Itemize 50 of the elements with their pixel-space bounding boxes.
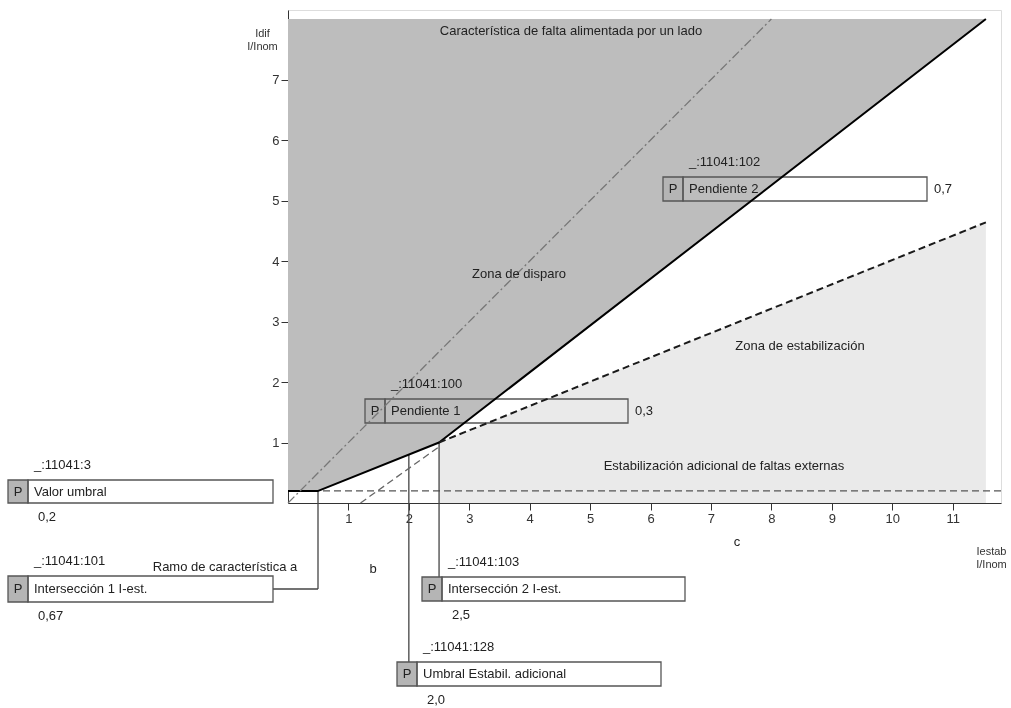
y-tick-label: 6 [272,132,280,148]
text: _:11041:3 [33,457,91,472]
annotation: Pendiente 2 [689,181,759,196]
text: P [427,581,437,596]
x-tick-label: 8 [768,510,776,526]
annotation: P [370,403,380,418]
text: 0,67 [38,608,64,623]
text: b [369,561,377,576]
text: P [13,483,23,499]
x-tick-label: 9 [828,510,836,526]
annotation: Intersección 2 I-est. [448,581,562,596]
text: c [733,534,741,549]
x-tick-label: 7 [707,510,716,526]
x-tick-label: 10 [885,510,900,526]
text: _:11041:101 [33,553,106,568]
x-tick-label: 1 [345,510,353,526]
x-tick-label: 3 [466,510,474,526]
y-tick-label: 5 [272,193,280,209]
annotation: _:11041:100 [390,376,463,391]
text: P [13,581,23,596]
y-tick-label: 7 [272,72,280,88]
annotation: 0,3 [635,403,654,418]
annotation: Umbral Estabil. adicional [423,666,567,681]
annotation: Zona de estabilización [735,338,865,353]
x-axis-title: Iestab I/Inom [976,544,1007,570]
annotation: Pendiente 1 [391,403,461,418]
y-tick-label: 4 [272,253,280,269]
text: 0,2 [38,509,57,524]
text: Intersección 1 I-est. [34,581,148,596]
annotation: P [668,181,678,196]
text: P [402,666,412,681]
y-axis-title: Idif I/Inom [247,26,278,52]
x-tick-label: 6 [647,510,655,526]
y-tick-label: 1 [272,435,280,451]
annotation: Zona de disparo [472,266,566,281]
annotation: Estabilización adicional de faltas externas [603,458,845,473]
x-tick-label: 4 [526,510,534,526]
y-tick-label: 2 [272,374,280,390]
text: _:11041:103 [447,554,520,569]
annotation: _:11041:102 [688,154,761,169]
text: 2,5 [452,607,471,622]
text: Ramo de característica a [152,559,299,574]
x-tick-label: 5 [587,510,595,526]
text: 2,0 [427,692,446,707]
text: Valor umbral [34,483,107,499]
y-tick-label: 3 [272,314,280,330]
annotation: 0,7 [934,181,953,196]
text: _:11041:128 [422,639,495,654]
annotation: Característica de falta alimentada por un lado [439,23,703,38]
x-tick-label: 11 [946,510,960,526]
